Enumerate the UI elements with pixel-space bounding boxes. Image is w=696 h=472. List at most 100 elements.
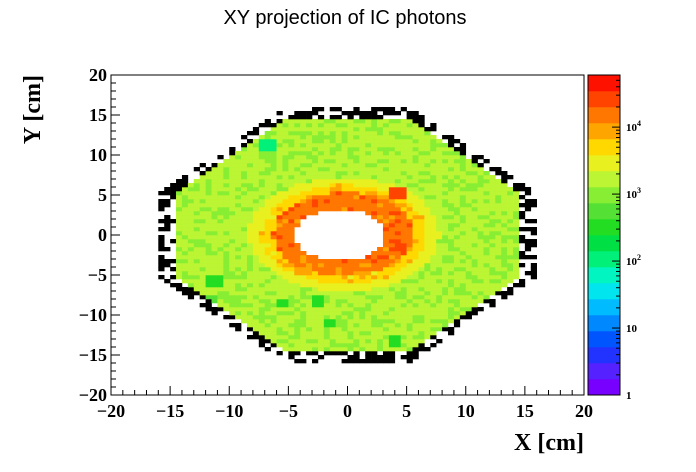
heatmap-cell — [241, 223, 248, 228]
heatmap-cell — [406, 251, 413, 256]
y-tick-label: 0 — [98, 225, 107, 245]
heatmap-cell — [353, 151, 360, 156]
heatmap-cell — [282, 255, 289, 260]
heatmap-cell — [258, 339, 266, 344]
heatmap-cell — [341, 139, 348, 144]
heatmap-cell — [377, 199, 384, 204]
heatmap-cell — [306, 191, 313, 196]
heatmap-cell — [282, 183, 289, 188]
heatmap-cell — [501, 243, 508, 248]
heatmap-cell — [412, 191, 419, 196]
heatmap-cell — [288, 239, 295, 244]
heatmap-cell — [258, 175, 266, 180]
heatmap-cell — [412, 263, 419, 268]
heatmap-cell — [270, 319, 277, 324]
heatmap-cell — [382, 183, 390, 188]
heatmap-cell — [507, 271, 514, 276]
heatmap-cell — [471, 175, 478, 180]
heatmap-cell — [181, 187, 189, 192]
heatmap-cell — [270, 179, 277, 184]
heatmap-cell — [459, 291, 467, 296]
heatmap-cell — [359, 283, 366, 288]
heatmap-cell — [229, 267, 236, 272]
heatmap-cell — [418, 135, 425, 140]
heatmap-cell — [223, 283, 230, 288]
heatmap-cell — [377, 327, 384, 332]
heatmap-cell — [264, 139, 271, 144]
heatmap-cell — [394, 195, 402, 200]
heatmap-cell — [252, 303, 260, 308]
heatmap-cell — [270, 315, 277, 320]
heatmap-cell — [501, 215, 508, 220]
heatmap-cell — [436, 287, 443, 292]
heatmap-cell — [382, 203, 390, 208]
heatmap-cell — [359, 299, 366, 304]
heatmap-cell — [424, 263, 431, 268]
heatmap-cell — [317, 355, 325, 360]
heatmap-cell — [412, 311, 419, 316]
heatmap-cell — [377, 279, 384, 284]
heatmap-cell — [436, 279, 443, 284]
heatmap-cell — [353, 271, 360, 276]
heatmap-cell — [306, 307, 313, 312]
y-tick-label: 10 — [89, 145, 107, 165]
heatmap-cell — [436, 183, 443, 188]
heatmap-cell — [459, 199, 467, 204]
heatmap-cell — [424, 187, 431, 192]
heatmap-cell — [436, 191, 443, 196]
heatmap-cell — [471, 267, 478, 272]
heatmap-cell — [199, 175, 206, 180]
heatmap-cell — [483, 287, 490, 292]
heatmap-cell — [347, 327, 354, 332]
heatmap-cell — [341, 351, 348, 356]
heatmap-cell — [400, 127, 407, 132]
heatmap-cell — [264, 347, 271, 352]
heatmap-cell — [442, 259, 449, 264]
heatmap-cell — [394, 235, 402, 240]
heatmap-cell — [323, 303, 331, 308]
heatmap-cell — [229, 255, 236, 260]
heatmap-cell — [371, 159, 378, 164]
heatmap-cell — [477, 227, 484, 232]
heatmap-cell — [317, 107, 325, 112]
heatmap-cell — [430, 327, 437, 332]
heatmap-cell — [193, 211, 200, 216]
heatmap-cell — [288, 211, 295, 216]
x-tick-label: −10 — [215, 401, 243, 421]
heatmap-cell — [347, 111, 354, 116]
heatmap-cell — [353, 351, 360, 356]
heatmap-cell — [312, 199, 319, 204]
heatmap-cell — [229, 279, 236, 284]
heatmap-cell — [276, 147, 283, 152]
heatmap-cell — [459, 143, 467, 148]
heatmap-cell — [288, 127, 295, 132]
heatmap-cell — [424, 183, 431, 188]
heatmap-cell — [323, 143, 331, 148]
colorbar-swatch — [588, 331, 620, 348]
heatmap-cell — [436, 223, 443, 228]
heatmap-cell — [347, 295, 354, 300]
heatmap-cell — [418, 139, 425, 144]
heatmap-cell — [347, 291, 354, 296]
heatmap-cell — [329, 143, 336, 148]
heatmap-cell — [471, 299, 478, 304]
heatmap-cell — [229, 223, 236, 228]
heatmap-cell — [388, 243, 396, 248]
heatmap-cell — [211, 163, 218, 168]
heatmap-cell — [365, 199, 372, 204]
heatmap-cell — [453, 175, 461, 180]
heatmap-cell — [524, 227, 532, 232]
heatmap-cell — [430, 211, 437, 216]
heatmap-cell — [223, 315, 230, 320]
heatmap-cell — [430, 331, 437, 336]
heatmap-cell — [217, 215, 224, 220]
heatmap-cell — [241, 215, 248, 220]
heatmap-cell — [394, 347, 402, 352]
heatmap-cell — [193, 263, 200, 268]
heatmap-cell — [394, 175, 402, 180]
heatmap-cell — [241, 275, 248, 280]
heatmap-cell — [501, 247, 508, 252]
heatmap-cell — [329, 115, 336, 120]
heatmap-cell — [382, 219, 390, 224]
heatmap-cell — [412, 131, 419, 136]
